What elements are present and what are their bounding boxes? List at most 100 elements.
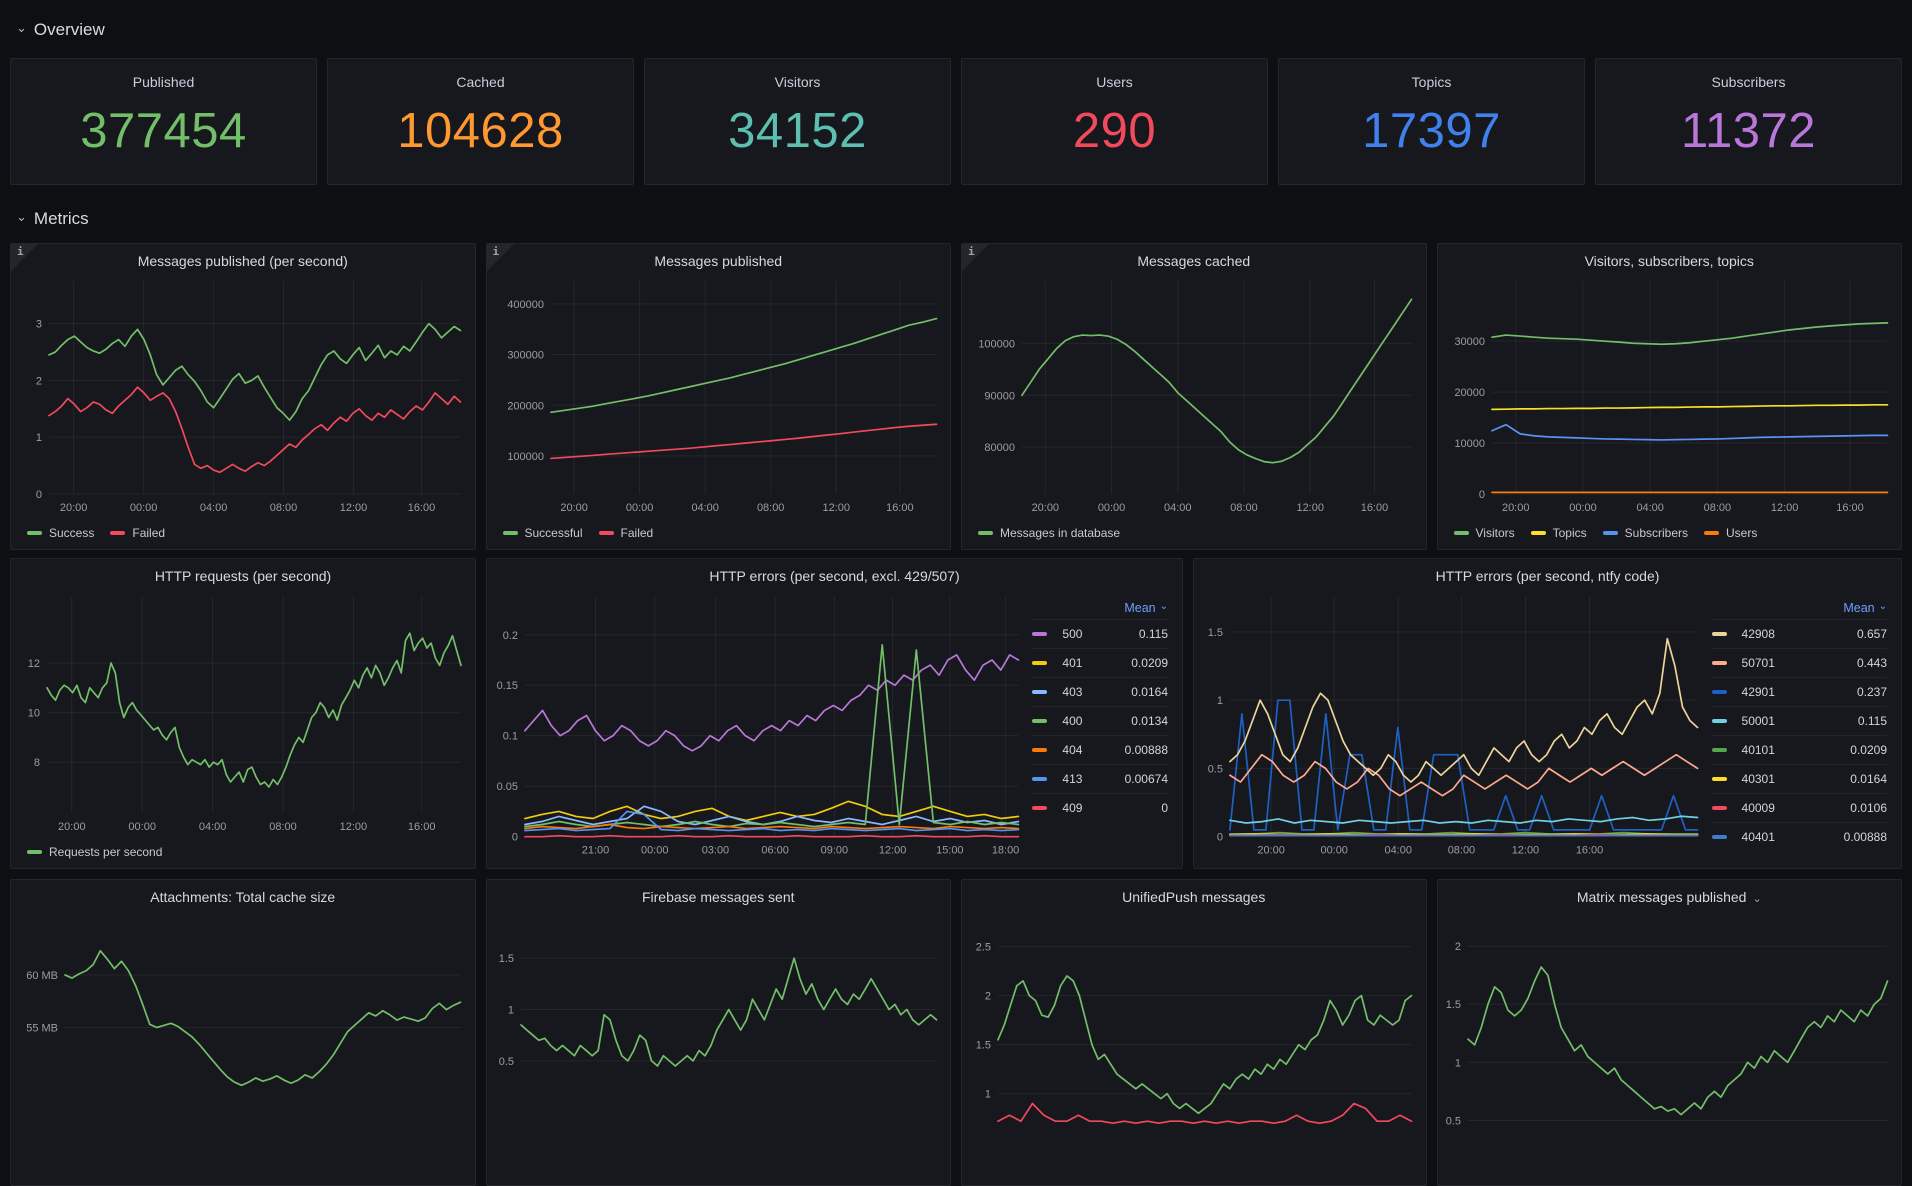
line-chart[interactable]: 100000 200000 300000 400000 20:00 00:00 04:00 0… [495,272,943,518]
panel-title[interactable]: Visitors, subscribers, topics [1584,253,1754,269]
legend-table-row[interactable]: 40009 0.0106 [1711,793,1887,822]
legend-item[interactable]: Failed [598,526,653,540]
panel-title[interactable]: Messages published (per second) [137,253,348,269]
chevron-down-icon: ⌄ [1878,601,1887,612]
legend-table-row[interactable]: 42908 0.657 [1711,619,1887,648]
panel-title[interactable]: HTTP requests (per second) [154,568,332,584]
line-chart[interactable]: 55 MB 60 MB [19,908,467,1148]
legend-table-row[interactable]: 500 0.115 [1032,619,1168,648]
legend-item[interactable]: Messages in database [978,526,1120,540]
svg-text:80000: 80000 [984,442,1015,454]
legend-item[interactable]: Topics [1530,526,1587,540]
chart-legend: Visitors Topics Subscribers Users [1446,519,1894,543]
mean-column-header[interactable]: Mean ⌄ [1843,601,1887,615]
legend-table-row[interactable]: 50001 0.115 [1711,706,1887,735]
legend-table-row[interactable]: 400 0.0134 [1032,706,1168,735]
svg-text:00:00: 00:00 [641,845,668,857]
svg-text:00:00: 00:00 [1098,502,1125,514]
svg-text:08:00: 08:00 [270,502,297,514]
legend-item[interactable]: Visitors [1453,526,1515,540]
svg-text:20:00: 20:00 [1257,845,1284,857]
svg-text:12:00: 12:00 [1296,502,1323,514]
line-chart[interactable]: 1 1.5 2 2.5 [970,908,1418,1148]
panel-messages-published-rate: i Messages published (per second) 0 1 2 3 20… [10,243,476,550]
line-chart[interactable]: 8 10 12 20:00 00:00 04:00 08:00 12:00 16:00 [19,587,467,837]
stat-value: 11372 [1680,104,1817,158]
grafana-dashboard: { "icons": {"chevron_down": "⌄", "info":… [10,0,1912,1186]
info-icon[interactable]: i [486,244,514,271]
chart-legend: Messages in database [970,519,1418,543]
line-chart[interactable]: 0 1 2 3 20:00 00:00 04:00 08:00 12:00 16:00 [19,272,467,518]
panel-title[interactable]: Firebase messages sent [641,889,795,905]
legend-item[interactable]: Requests per second [27,845,162,859]
legend-table-row[interactable]: 40401 0.00888 [1711,822,1887,851]
info-icon[interactable]: i [11,244,38,271]
section-header-metrics[interactable]: ⌄ Metrics [16,209,1912,229]
panel-title[interactable]: HTTP errors (per second, ntfy code) [1435,568,1660,584]
line-chart[interactable]: 0 0.05 0.1 0.15 0.2 21:00 00:00 03:00 06:00 09:00… [495,587,1024,861]
line-chart[interactable]: 0 10000 20000 30000 20:00 00:00 04:00 08:00 12:0… [1446,272,1894,518]
svg-text:00:00: 00:00 [130,502,157,514]
stat-value: 104628 [397,104,564,158]
legend-swatch [1032,748,1048,752]
stat-label: Users [1096,74,1133,90]
stat-value: 290 [1072,104,1157,158]
legend-table-row[interactable]: 404 0.00888 [1032,735,1168,764]
legend-item[interactable]: Success [27,526,94,540]
panel-messages-published-total: i Messages published 100000 200000 300000 4… [485,243,951,550]
legend-item[interactable]: Users [1704,526,1757,540]
panel-title[interactable]: Messages published [654,253,783,269]
info-icon[interactable]: i [962,244,989,271]
legend-table-row[interactable]: 409 0 [1032,793,1168,822]
legend-table-row[interactable]: 403 0.0164 [1032,677,1168,706]
legend-item[interactable]: Successful [502,526,583,540]
svg-text:1: 1 [1217,695,1223,707]
svg-text:08:00: 08:00 [1448,845,1475,857]
stat-panel-published: Published 377454 [10,58,317,185]
svg-text:2.5: 2.5 [976,942,991,954]
svg-text:12:00: 12:00 [340,502,367,514]
legend-table-row[interactable]: 401 0.0209 [1032,648,1168,677]
svg-text:03:00: 03:00 [702,845,729,857]
legend-swatch [1711,806,1727,810]
line-chart[interactable]: 80000 90000 100000 20:00 00:00 04:00 08:00 12:0… [970,272,1418,518]
legend-table-row[interactable]: 42901 0.237 [1711,677,1887,706]
svg-text:18:00: 18:00 [992,845,1019,857]
svg-text:10000: 10000 [1454,438,1485,450]
legend-swatch [1711,661,1727,665]
panel-title[interactable]: UnifiedPush messages [1122,889,1266,905]
legend-swatch [1032,632,1048,636]
svg-text:20:00: 20:00 [560,502,587,514]
svg-text:0.5: 0.5 [1446,1115,1461,1127]
line-chart[interactable]: 0 0.5 1 1.5 20:00 00:00 04:00 08:00 12:00 16:00 [1202,587,1704,861]
panel-http-errors-excl: HTTP errors (per second, excl. 429/507) … [486,558,1183,869]
stat-panel-topics: Topics 17397 [1278,58,1585,185]
svg-text:16:00: 16:00 [886,502,913,514]
legend-swatch [110,530,126,535]
section-header-overview[interactable]: ⌄ Overview [16,0,1912,40]
svg-text:09:00: 09:00 [821,845,848,857]
mean-column-header[interactable]: Mean ⌄ [1124,601,1168,615]
legend-table-row[interactable]: 40101 0.0209 [1711,735,1887,764]
legend-table-row[interactable]: 50701 0.443 [1711,648,1887,677]
line-chart[interactable]: 0.5 1 1.5 2 [1446,908,1894,1148]
stat-label: Visitors [774,74,821,90]
legend-item[interactable]: Failed [110,526,165,540]
stat-panel-users: Users 290 [961,58,1268,185]
legend-item[interactable]: Subscribers [1602,526,1688,540]
line-chart[interactable]: 0.5 1 1.5 [495,908,943,1148]
svg-text:1.5: 1.5 [1446,999,1461,1011]
stat-panel-subscribers: Subscribers 11372 [1595,58,1902,185]
panel-title[interactable]: HTTP errors (per second, excl. 429/507) [709,568,960,584]
panel-title[interactable]: Messages cached [1137,253,1251,269]
charts-row-1: i Messages published (per second) 0 1 2 3 20… [10,243,1902,550]
legend-table-row[interactable]: 40301 0.0164 [1711,764,1887,793]
legend-swatch [1711,690,1727,694]
svg-text:30000: 30000 [1454,336,1485,348]
panel-title[interactable]: Attachments: Total cache size [150,889,336,905]
legend-table-row[interactable]: 413 0.00674 [1032,764,1168,793]
panel-title[interactable]: Matrix messages published ⌄ [1576,889,1762,905]
section-title: Overview [33,20,105,39]
svg-text:00:00: 00:00 [128,821,156,833]
svg-text:0.05: 0.05 [497,781,518,793]
